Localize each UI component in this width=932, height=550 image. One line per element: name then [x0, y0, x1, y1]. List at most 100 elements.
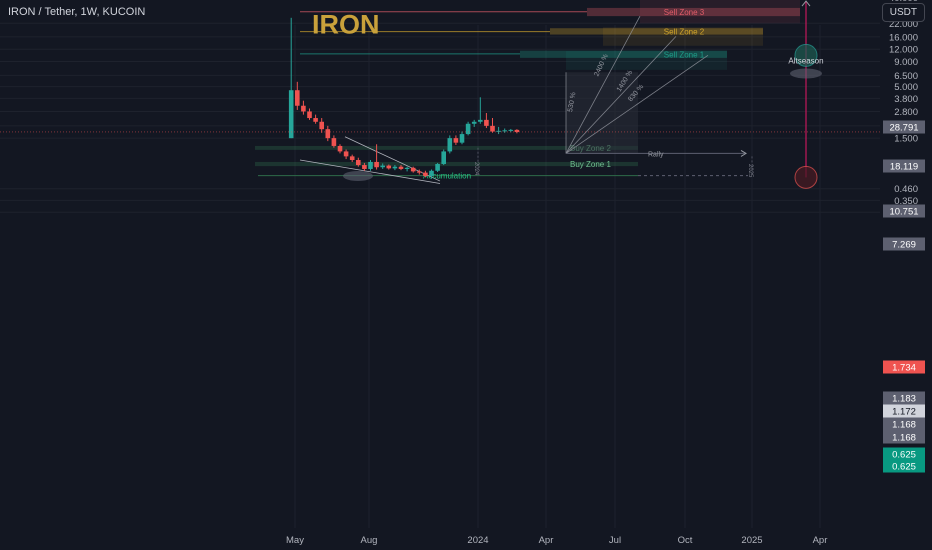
accumulation-marker	[343, 170, 373, 181]
candle-body	[478, 119, 483, 122]
price-label: 0.625	[892, 462, 916, 473]
candle-body	[496, 130, 501, 132]
sell-zone-label-box	[550, 28, 763, 35]
brand-label: IRON	[312, 9, 380, 39]
y-tick-label: 5.000	[894, 82, 918, 93]
candle-body	[484, 119, 489, 126]
price-label-box	[883, 120, 925, 134]
price-label-box	[883, 237, 925, 251]
price-label: 1.172	[892, 407, 916, 418]
buy-zone-area	[255, 145, 638, 150]
sell-zone-area	[640, 0, 800, 24]
candle-body	[386, 165, 392, 169]
candle-body	[356, 160, 361, 166]
candle-body	[319, 121, 324, 130]
accumulation-label: Accumulation	[423, 172, 471, 181]
candle-body	[502, 130, 507, 132]
candle-body	[343, 151, 349, 157]
candle-body	[313, 118, 318, 122]
candle-body	[514, 129, 520, 133]
candle-body	[423, 172, 428, 176]
rally-label: Rally	[648, 151, 664, 158]
fan-line	[565, 15, 641, 154]
candle-body	[398, 166, 404, 169]
sell-zone-label: Sell Zone 2	[664, 27, 705, 36]
candle-body	[435, 163, 440, 171]
candle-body	[429, 170, 434, 176]
y-tick-label: 40.000	[889, 0, 918, 4]
price-label-box	[883, 204, 925, 218]
sell-zone-label-box	[587, 7, 800, 17]
y-tick-label: 16.000	[889, 32, 918, 43]
sell-zone-label-box	[520, 50, 727, 58]
measure-label: 2024	[473, 162, 479, 176]
y-tick-label: 12.000	[889, 45, 918, 56]
price-label-box	[883, 430, 925, 444]
fan-line	[565, 36, 677, 154]
y-tick-label: 9.000	[894, 57, 918, 68]
candle-body	[417, 171, 422, 173]
price-label: 1.168	[892, 420, 916, 431]
sell-zone-area	[566, 51, 727, 70]
price-label-box	[883, 391, 925, 405]
price-label: 1.168	[892, 433, 916, 444]
sell-zone-label: Sell Zone 1	[664, 50, 705, 59]
candle-body	[392, 166, 398, 169]
x-tick-label: Oct	[678, 535, 693, 546]
price-label-box	[883, 459, 925, 473]
measure-label: 2025	[747, 164, 753, 178]
y-tick-label: 0.350	[894, 196, 918, 207]
candle-body	[459, 134, 465, 143]
altseason-target-circle	[794, 43, 818, 67]
price-label: 10.751	[889, 207, 918, 218]
y-tick-label: 6.500	[894, 71, 918, 82]
candle-body	[453, 138, 459, 143]
candle-body	[349, 156, 355, 161]
price-label-box	[883, 360, 925, 374]
price-label: 7.269	[892, 240, 916, 251]
price-label: 1.183	[892, 394, 916, 405]
candle-body	[465, 123, 471, 135]
x-tick-label: 2025	[741, 535, 762, 546]
candle-body	[295, 90, 300, 106]
y-tick-label: 0.460	[894, 184, 918, 195]
buy-zone-label: Buy Zone 1	[570, 160, 611, 169]
candle-body	[307, 111, 312, 119]
trend-line-lower	[299, 159, 441, 184]
candle-body	[490, 125, 495, 132]
buy-zone-area	[255, 161, 638, 167]
candle-body	[337, 145, 343, 152]
candle-body	[288, 90, 294, 139]
altseason-label: Altseason	[788, 56, 823, 65]
sell-zone-label: Sell Zone 3	[664, 8, 705, 17]
x-tick-label: 2024	[467, 535, 488, 546]
sell-zone-area	[603, 27, 763, 46]
candle-body	[508, 129, 514, 131]
currency-button[interactable]: USDT	[881, 3, 925, 22]
symbol-title: IRON / Tether, 1W, KUCOIN	[8, 6, 146, 18]
fan-line	[565, 54, 709, 154]
candle-body	[404, 167, 410, 169]
altseason-origin-circle	[794, 165, 818, 189]
x-tick-label: Apr	[813, 535, 828, 546]
candle-body	[331, 138, 337, 146]
price-label-box	[883, 447, 925, 461]
price-label-box	[883, 159, 925, 173]
candle-body	[362, 165, 367, 169]
candle-body	[301, 105, 306, 112]
x-tick-label: Aug	[361, 535, 378, 546]
x-tick-label: May	[286, 535, 304, 546]
y-tick-label: 1.500	[894, 134, 918, 145]
price-label-box	[883, 404, 925, 418]
candle-body	[380, 165, 385, 168]
candle-body	[471, 121, 477, 124]
rally-arrow-icon	[740, 149, 747, 157]
y-tick-label: 22.000	[889, 19, 918, 30]
x-tick-label: Jul	[609, 535, 621, 546]
altseason-marker	[790, 68, 822, 79]
x-tick-label: Apr	[539, 535, 554, 546]
price-label-box	[883, 417, 925, 431]
price-label: 1.734	[892, 363, 916, 374]
candle-body	[447, 138, 453, 152]
